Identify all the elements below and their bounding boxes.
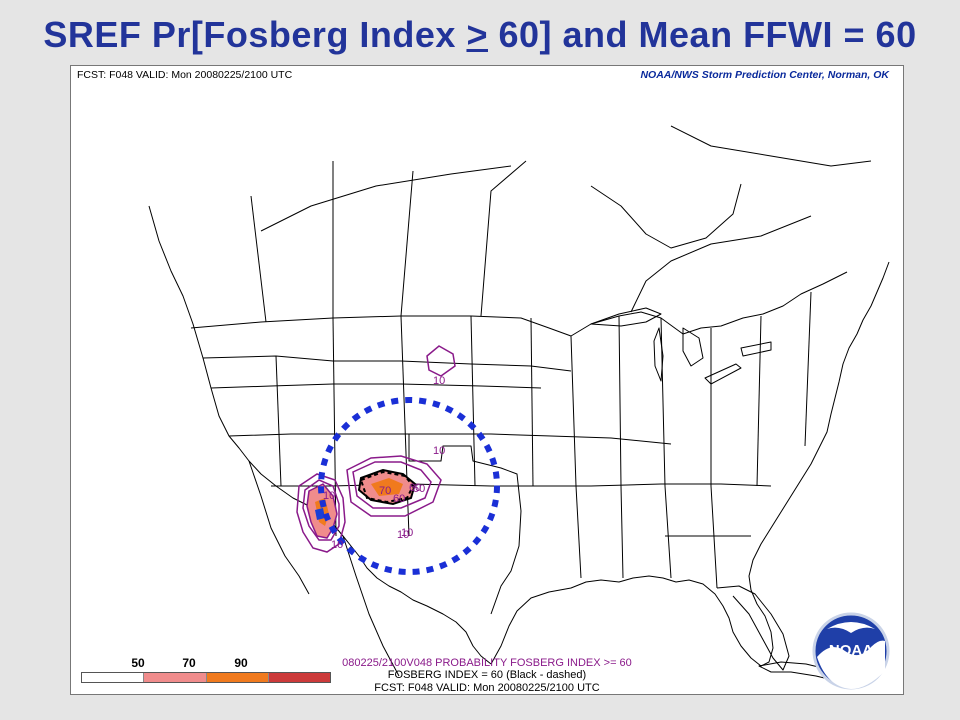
contour-east-inner — [352, 461, 432, 509]
contour-label: 10 — [397, 529, 409, 541]
forecast-map: 10 10 10 10 10 70 60 60 50 10 — [148, 125, 890, 683]
state-line — [660, 317, 672, 579]
contour-west-outer — [296, 473, 346, 553]
north-islands — [670, 125, 872, 167]
contour-label: 10 — [331, 539, 343, 551]
province-line — [400, 170, 414, 317]
state-line — [202, 355, 572, 372]
probability-caption: 080225/2100V048 PROBABILITY FOSBERG INDE… — [342, 657, 632, 669]
lake-michigan — [653, 327, 664, 382]
colorbar-label: 70 — [182, 656, 196, 670]
mexico-coast — [342, 535, 400, 677]
contour-west-inner — [302, 479, 340, 541]
province-line — [480, 160, 527, 317]
lake-ontario — [740, 341, 772, 357]
state-line — [271, 483, 772, 487]
probability-contours — [296, 345, 456, 553]
state-line — [804, 291, 812, 447]
spc-credit-header: NOAA/NWS Storm Prediction Center, Norman… — [640, 69, 889, 81]
contour-label: 60 — [409, 482, 421, 494]
colorbar-swatch — [206, 673, 269, 682]
probability-colorbar: 50 70 90 — [81, 656, 331, 683]
forecast-valid-header: FCST: F048 VALID: Mon 20080225/2100 UTC — [77, 69, 293, 81]
contour-label: 10 — [433, 375, 445, 387]
noaa-logo-icon: NOAA — [812, 612, 890, 690]
fosberg-index-contour — [359, 470, 415, 504]
state-line — [470, 315, 476, 487]
florida — [716, 585, 790, 671]
us-canada-border — [190, 271, 848, 337]
colorbar-swatch — [268, 673, 330, 682]
lake-erie — [704, 363, 742, 385]
gulf-coast — [490, 261, 890, 667]
map-panel: FCST: F048 VALID: Mon 20080225/2100 UTC … — [70, 65, 904, 695]
contour-north — [426, 345, 456, 377]
forecast-valid-footer: FCST: F048 VALID: Mon 20080225/2100 UTC — [374, 682, 600, 694]
coastline — [148, 205, 492, 665]
lake-superior — [590, 307, 662, 327]
state-line — [756, 315, 762, 487]
fosberg-caption: FOSBERG INDEX = 60 (Black - dashed) — [387, 669, 587, 681]
state-line — [332, 317, 337, 537]
blue-patch — [315, 508, 325, 520]
probability-area-east-core — [371, 478, 403, 496]
noaa-logo-text: NOAA — [829, 642, 873, 659]
highlight-circle — [318, 397, 500, 575]
lake-huron — [682, 327, 704, 367]
contour-label: 60 — [393, 493, 405, 505]
baja-california — [248, 460, 310, 595]
state-line — [228, 433, 672, 445]
texas-border — [408, 434, 522, 615]
colorbar-swatch — [144, 673, 207, 682]
contour-label: 10 — [433, 445, 445, 457]
contour-label: 10 — [401, 527, 413, 539]
province-line — [250, 195, 267, 323]
contour-east-outer — [346, 455, 442, 517]
contour-label: 10 — [323, 490, 335, 502]
title-gte-symbol: > — [466, 14, 488, 55]
state-line — [275, 355, 282, 487]
state-line — [618, 315, 624, 579]
state-line — [530, 317, 534, 487]
state-line — [710, 328, 718, 589]
state-line — [570, 335, 582, 579]
colorbar-swatch — [82, 673, 145, 682]
province-line — [630, 215, 812, 313]
title-part2: 60] and Mean FFWI = 60 — [488, 14, 917, 55]
state-line — [210, 383, 542, 389]
colorbar-label: 50 — [131, 656, 145, 670]
contour-label: 50 — [413, 483, 425, 495]
colorbar-label: 90 — [234, 656, 248, 670]
slide-title: SREF Pr[Fosberg Index > 60] and Mean FFW… — [0, 14, 960, 56]
contour-label: 70 — [379, 485, 391, 497]
province-line — [260, 165, 512, 232]
hudson-bay — [590, 183, 742, 249]
title-part1: SREF Pr[Fosberg Index — [43, 14, 467, 55]
